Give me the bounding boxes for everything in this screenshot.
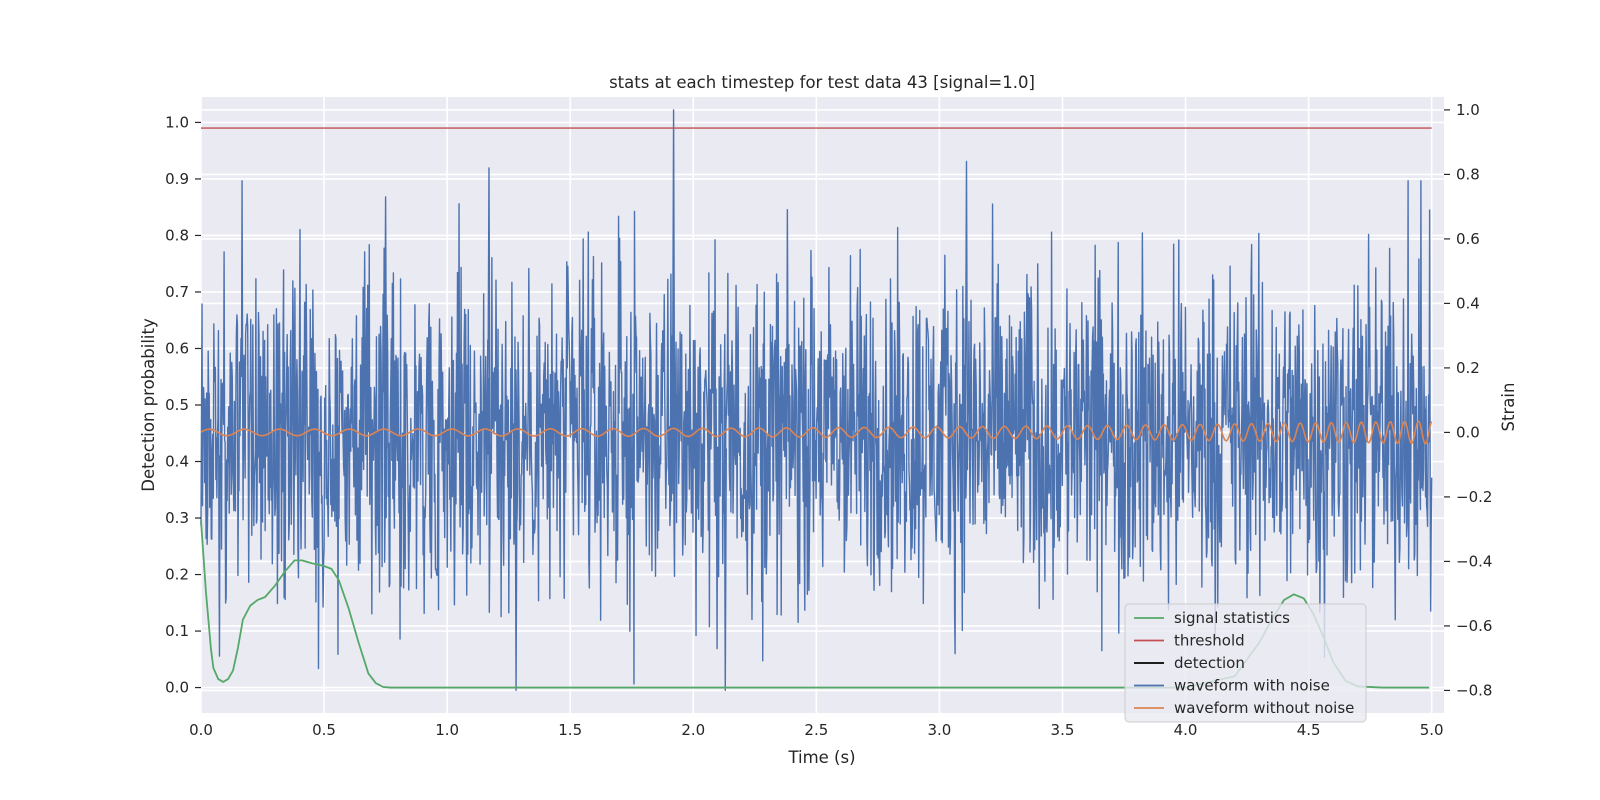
y-tick-label: 0.2 — [165, 566, 189, 584]
y-tick-label: 0.8 — [165, 226, 189, 244]
x-tick-label: 2.5 — [804, 721, 828, 739]
legend-box — [1124, 603, 1367, 723]
y-axis-label: Detection probability — [139, 318, 158, 492]
x-tick-label: 3.5 — [1051, 721, 1075, 739]
y-tick-label: 0.3 — [165, 509, 189, 527]
y2-tick-label: 0.8 — [1456, 165, 1480, 183]
right-axis-ticks: −0.8 −0.6 −0.4 −0.2 0.0 0.2 0.4 0.6 0.8 1.0 — [1444, 101, 1492, 699]
y-tick-label: 0.7 — [165, 283, 189, 301]
x-tick-label: 0.5 — [312, 721, 336, 739]
y-tick-label: 0.1 — [165, 622, 189, 640]
waveform-with-noise-line — [200, 109, 1433, 692]
x-tick-label: 0.0 — [189, 721, 213, 739]
series-layer — [200, 109, 1433, 692]
x-tick-label: 4.0 — [1174, 721, 1198, 739]
y2-tick-label: 0.6 — [1456, 230, 1480, 248]
legend: signal statistics threshold detection wavef… — [1124, 603, 1367, 723]
legend-label: waveform without noise — [1174, 699, 1354, 717]
y-tick-label: 0.0 — [165, 679, 189, 697]
x-axis-ticks: 0.0 0.5 1.0 1.5 2.0 2.5 3.0 3.5 4.0 4.5 5.0 — [189, 721, 1444, 739]
y2-tick-label: 0.0 — [1456, 423, 1480, 441]
y-tick-label: 0.6 — [165, 339, 189, 357]
y-tick-label: 0.5 — [165, 396, 189, 414]
x-tick-label: 1.5 — [558, 721, 582, 739]
left-axis-ticks: 0.0 0.1 0.2 0.3 0.4 0.5 0.6 0.7 0.8 0.9 1.0 — [165, 113, 201, 697]
y-tick-label: 0.9 — [165, 170, 189, 188]
legend-label: waveform with noise — [1174, 677, 1330, 695]
y2-tick-label: −0.2 — [1456, 488, 1492, 506]
y2-tick-label: 0.2 — [1456, 359, 1480, 377]
signal-statistics-line — [200, 520, 1430, 689]
legend-label: signal statistics — [1174, 609, 1290, 627]
y2-tick-label: −0.6 — [1456, 617, 1492, 635]
x-tick-label: 3.0 — [927, 721, 951, 739]
y2-tick-label: −0.8 — [1456, 681, 1492, 699]
x-axis-label: Time (s) — [787, 748, 855, 767]
x-tick-label: 2.0 — [681, 721, 705, 739]
legend-label: threshold — [1174, 632, 1245, 650]
waveform-without-noise-line — [200, 420, 1433, 445]
y2-axis-label: Strain — [1499, 383, 1518, 432]
y2-tick-label: 0.4 — [1456, 294, 1480, 312]
chart-title: stats at each timestep for test data 43 … — [609, 73, 1035, 92]
x-tick-label: 1.0 — [435, 721, 459, 739]
y-tick-label: 0.4 — [165, 453, 189, 471]
y2-tick-label: −0.4 — [1456, 552, 1492, 570]
y-tick-label: 1.0 — [165, 113, 189, 131]
x-tick-label: 5.0 — [1420, 721, 1444, 739]
x-tick-label: 4.5 — [1297, 721, 1321, 739]
legend-label: detection — [1174, 654, 1245, 672]
y2-tick-label: 1.0 — [1456, 101, 1480, 119]
